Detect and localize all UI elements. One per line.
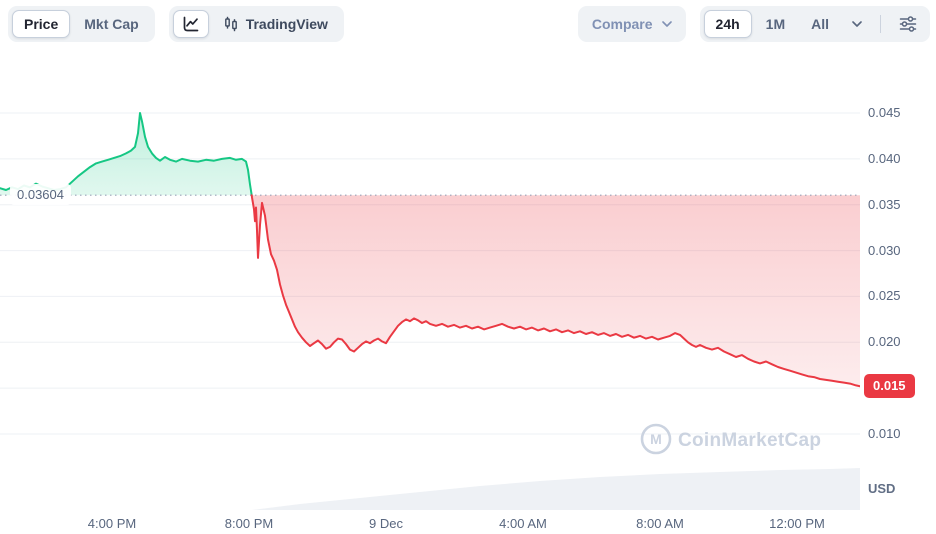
y-tick-label: 0.010 [868,426,901,441]
toolbar-right: Compare 24h 1M All [577,6,930,42]
chevron-down-icon [661,21,672,27]
price-chart-plot[interactable]: M CoinMarketCap [0,65,860,510]
mktcap-tab[interactable]: Mkt Cap [72,10,150,38]
y-tick-label: 0.020 [868,334,901,349]
price-mktcap-toggle: Price Mkt Cap [8,6,155,42]
candlestick-icon [224,16,237,32]
x-tick-label: 8:00 AM [636,516,684,531]
toolbar-divider [880,15,881,33]
baseline-price-label: 0.03604 [10,184,71,205]
y-tick-label: 0.025 [868,288,901,303]
chart-toolbar: Price Mkt Cap [0,0,936,42]
x-tick-label: 12:00 PM [769,516,825,531]
compare-button[interactable]: Compare [577,6,686,42]
chevron-down-icon [852,21,862,27]
y-tick-label: 0.030 [868,243,901,258]
range-1m-button[interactable]: 1M [754,10,797,38]
y-axis-unit-label: USD [868,481,896,496]
range-24h-button[interactable]: 24h [703,10,752,38]
range-more-button[interactable] [843,16,871,32]
svg-text:M: M [650,431,662,447]
chart-settings-button[interactable] [890,11,926,37]
y-tick-label: 0.045 [868,105,901,120]
coinmarketcap-logo-icon [640,423,672,455]
range-all-button[interactable]: All [799,10,841,38]
x-tick-label: 4:00 AM [499,516,547,531]
tradingview-mode-button[interactable]: TradingView [211,10,340,38]
y-tick-label: 0.040 [868,151,901,166]
chart-type-toggle: TradingView [168,6,344,42]
line-chart-mode-button[interactable] [172,10,209,38]
x-tick-label: 4:00 PM [87,516,137,531]
line-chart-icon [183,16,199,32]
chart-area: M CoinMarketCap 0.045 0.040 0.035 0.030 0.02… [0,65,936,534]
price-tab[interactable]: Price [12,10,71,38]
y-tick-label: 0.035 [868,197,901,212]
tradingview-label: TradingView [245,16,328,32]
sliders-icon [899,16,917,32]
current-price-badge: 0.015 [864,374,915,398]
toolbar-left: Price Mkt Cap [8,6,344,42]
coinmarketcap-watermark: M CoinMarketCap [640,423,821,455]
compare-label: Compare [591,16,653,32]
range-selector: 24h 1M All [699,6,930,42]
svg-text:CoinMarketCap: CoinMarketCap [678,430,821,451]
x-tick-label: 8:00 PM [224,516,274,531]
x-tick-label: 9 Dec [369,516,403,531]
